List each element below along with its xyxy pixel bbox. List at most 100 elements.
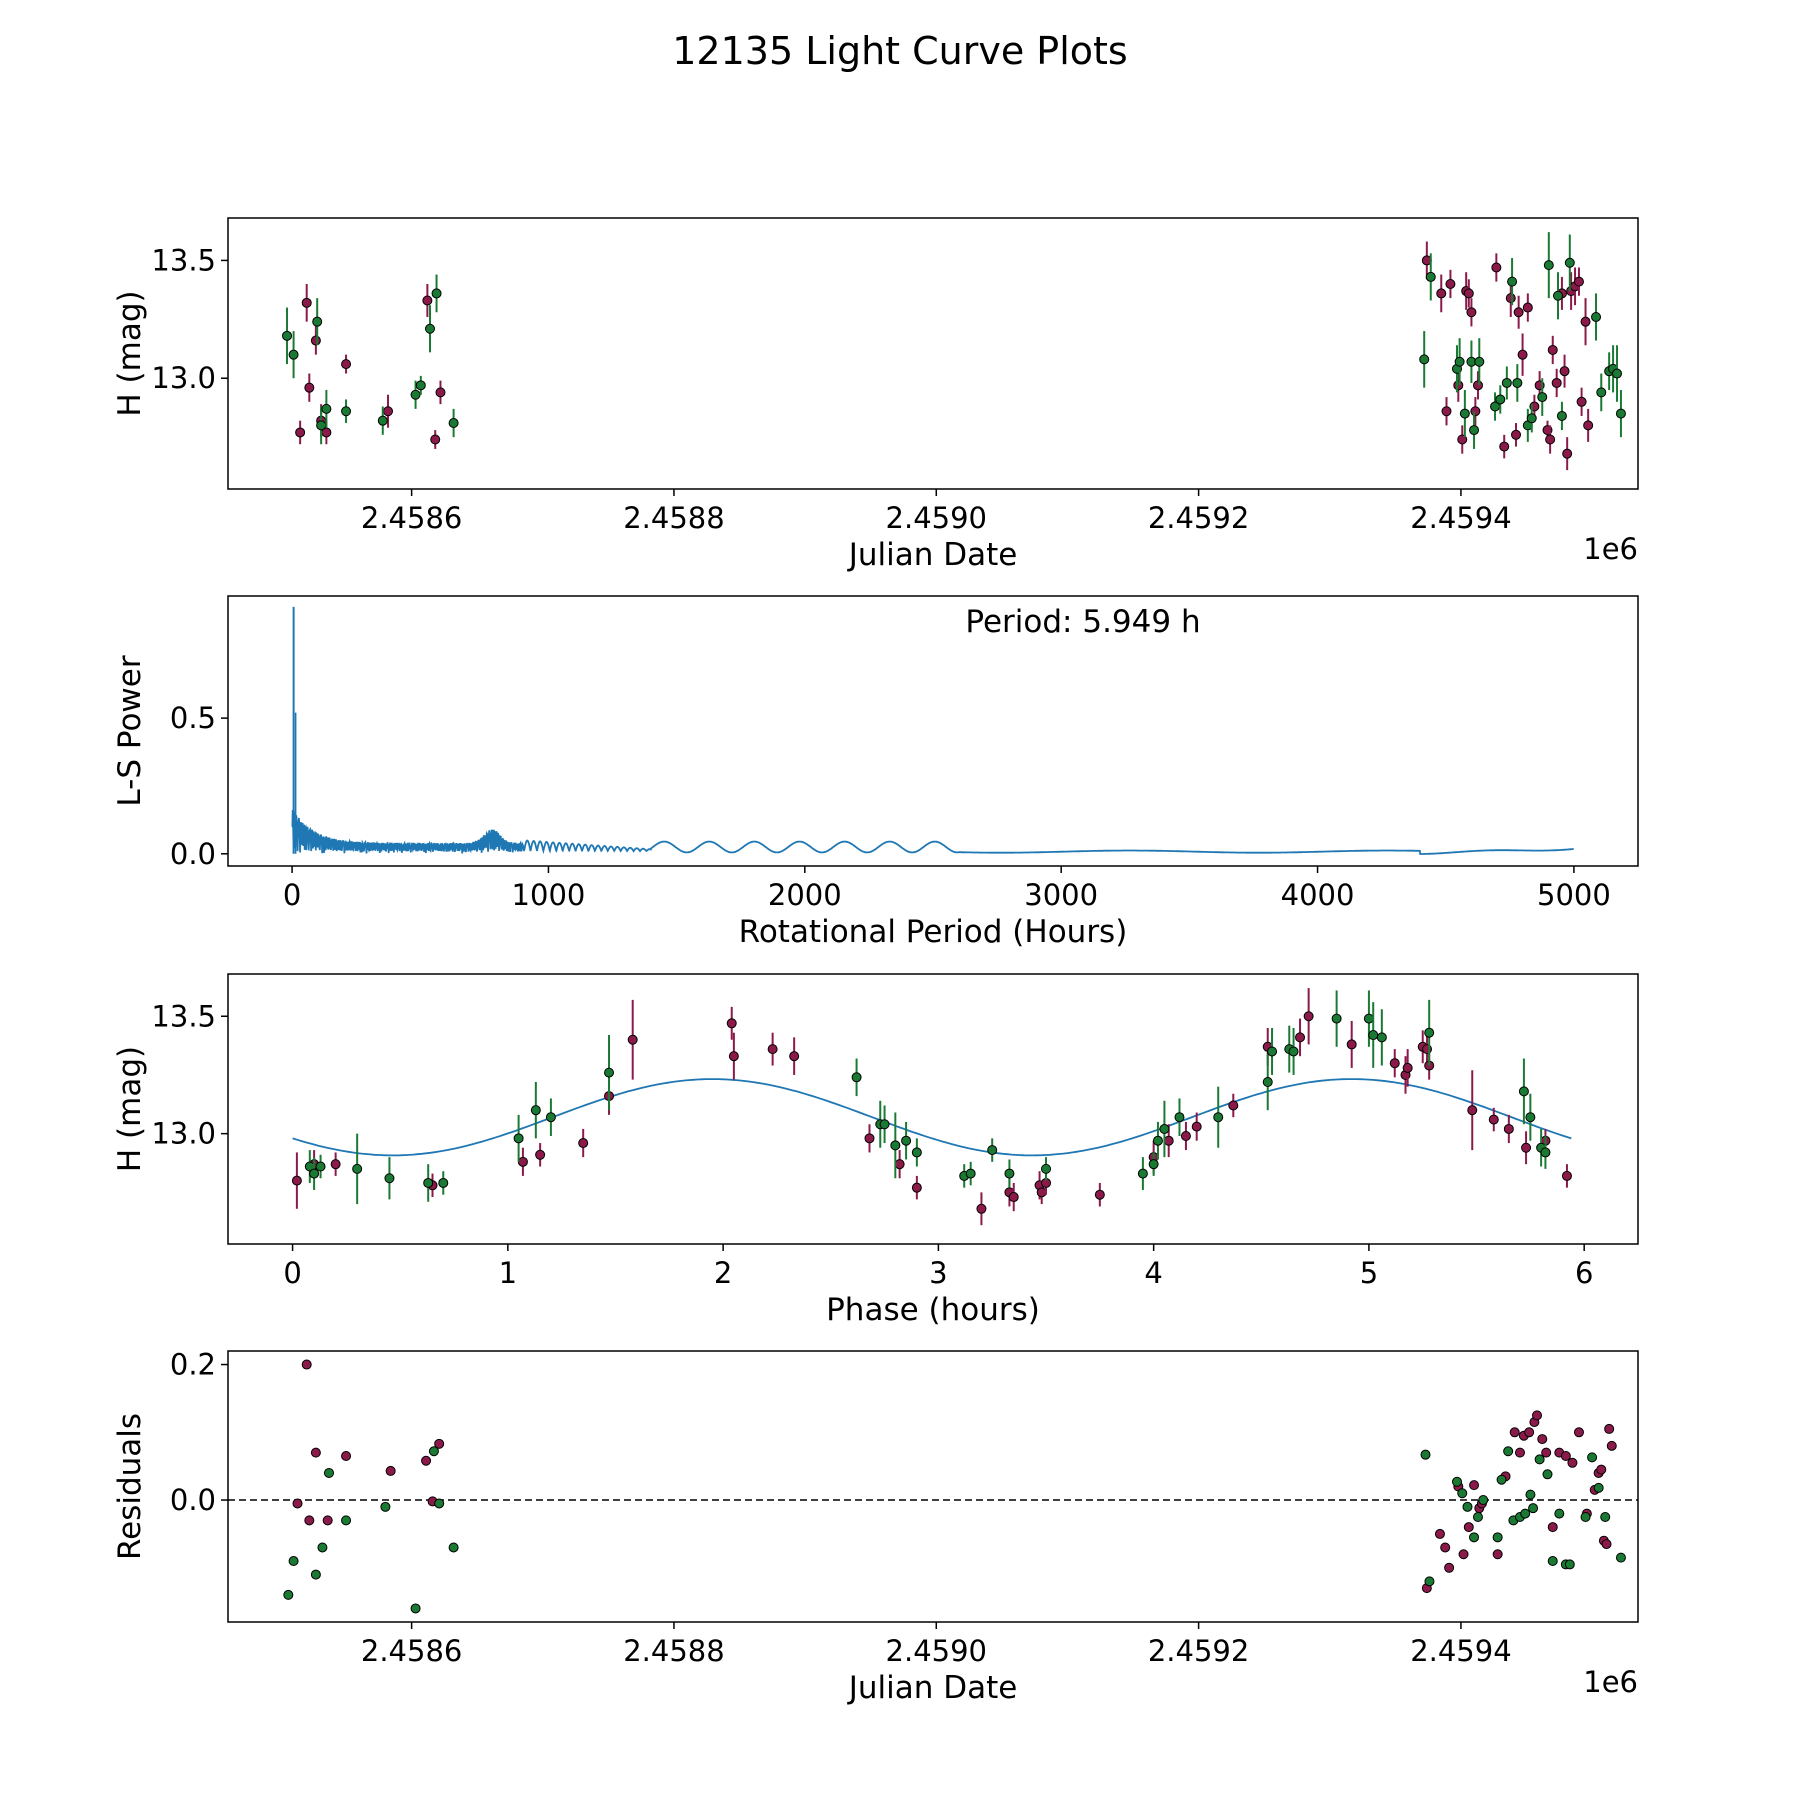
x-offset-text: 1e6 <box>1583 532 1638 566</box>
data-point <box>1576 396 1587 407</box>
data-point <box>1503 1446 1514 1457</box>
x-axis-label: Phase (hours) <box>826 1292 1040 1328</box>
y-tick-label: 0.0 <box>170 837 216 871</box>
data-point <box>1547 1556 1558 1567</box>
x-tick-label: 3 <box>929 1256 947 1290</box>
x-axis-label: Julian Date <box>847 537 1018 573</box>
data-point <box>316 420 327 431</box>
data-point <box>1615 1552 1626 1563</box>
data-point <box>341 1515 352 1526</box>
data-point <box>1554 1508 1565 1519</box>
data-point <box>434 1498 445 1509</box>
data-point <box>1445 278 1456 289</box>
data-point <box>321 403 332 414</box>
data-point <box>1472 1511 1483 1522</box>
data-point <box>879 1119 890 1130</box>
data-point <box>1525 1489 1536 1500</box>
series-magenta <box>291 988 1572 1226</box>
axes-frame <box>227 1350 1639 1623</box>
x-tick-label: 2.4594 <box>1410 1634 1511 1668</box>
data-point <box>1191 1121 1202 1132</box>
x-tick-label: 2.4594 <box>1410 501 1511 535</box>
data-point <box>295 427 306 438</box>
data-point <box>1424 1027 1435 1038</box>
data-point <box>1363 1013 1374 1024</box>
data-point <box>1542 1469 1553 1480</box>
data-point <box>1507 276 1518 287</box>
series-magenta <box>295 241 1594 471</box>
data-point <box>1499 441 1510 452</box>
data-point <box>1478 1495 1489 1506</box>
data-point <box>1600 1511 1611 1522</box>
data-point <box>1331 1013 1342 1024</box>
data-point <box>377 415 388 426</box>
x-tick-label: 3000 <box>1024 878 1098 912</box>
data-point <box>304 382 315 393</box>
data-point <box>415 380 426 391</box>
data-point <box>1541 1447 1552 1458</box>
data-point <box>431 288 442 299</box>
data-point <box>1573 1427 1584 1438</box>
data-point <box>578 1138 589 1149</box>
data-point <box>1457 1488 1468 1499</box>
data-point <box>976 1203 987 1214</box>
plot-area <box>291 606 1574 855</box>
x-tick-label: 4 <box>1144 1256 1162 1290</box>
data-point <box>384 1173 395 1184</box>
data-point <box>1094 1189 1105 1200</box>
plot-area <box>282 232 1626 471</box>
data-point <box>1368 1030 1379 1041</box>
data-point <box>423 1177 434 1188</box>
data-point <box>789 1051 800 1062</box>
data-point <box>1517 349 1528 360</box>
data-point <box>312 316 323 327</box>
data-point <box>1537 1434 1548 1445</box>
data-point <box>1458 1549 1469 1560</box>
data-point <box>438 1177 449 1188</box>
x-tick-label: 5000 <box>1537 878 1611 912</box>
data-point <box>1008 1192 1019 1203</box>
data-point <box>1513 307 1524 318</box>
data-point <box>448 418 459 429</box>
data-point <box>1444 1562 1455 1573</box>
data-point <box>1509 1427 1520 1438</box>
data-point <box>1469 425 1480 436</box>
data-point <box>309 1168 320 1179</box>
data-point <box>1424 1576 1435 1587</box>
data-point <box>901 1135 912 1146</box>
data-point <box>1520 1508 1531 1519</box>
data-point <box>1532 1410 1543 1421</box>
data-point <box>604 1067 615 1078</box>
data-point <box>1593 1482 1604 1493</box>
data-point <box>1457 434 1468 445</box>
data-point <box>1534 1454 1545 1465</box>
x-tick-label: 2.4588 <box>623 1634 724 1668</box>
data-point <box>1562 448 1573 459</box>
data-point <box>1041 1163 1052 1174</box>
y-tick-label: 13.5 <box>151 999 216 1033</box>
data-point <box>1491 262 1502 273</box>
data-point <box>428 1446 439 1457</box>
data-point <box>1524 1427 1535 1438</box>
data-point <box>1303 1011 1314 1022</box>
x-tick-label: 2.4586 <box>361 1634 462 1668</box>
data-point <box>1583 420 1594 431</box>
x-tick-label: 2.4592 <box>1148 501 1249 535</box>
data-point <box>1454 356 1465 367</box>
data-point <box>435 387 446 398</box>
data-point <box>1521 1142 1532 1153</box>
data-point <box>448 1542 459 1553</box>
data-point <box>1564 1559 1575 1570</box>
data-point <box>288 349 299 360</box>
data-point <box>383 406 394 417</box>
data-point <box>1505 293 1516 304</box>
data-point <box>341 406 352 417</box>
data-point <box>341 359 352 370</box>
x-offset-text: 1e6 <box>1583 1665 1638 1699</box>
data-point <box>1419 354 1430 365</box>
data-point <box>1543 260 1554 271</box>
y-axis-label: Residuals <box>112 1413 148 1560</box>
data-point <box>380 1501 391 1512</box>
data-point <box>1004 1168 1015 1179</box>
data-point <box>1601 1539 1612 1550</box>
